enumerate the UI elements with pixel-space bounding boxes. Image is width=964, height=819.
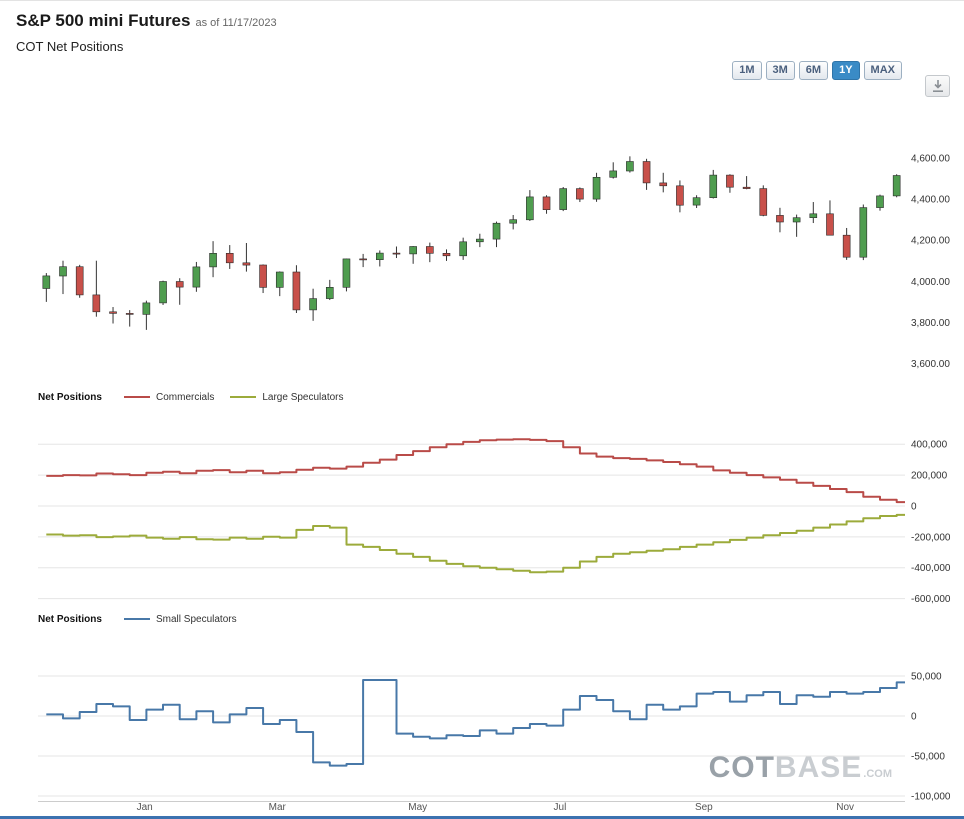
x-axis: Jan Mar May Jul Sep Nov [0, 802, 964, 816]
header: S&P 500 mini Futures as of 11/17/2023 [16, 11, 277, 31]
download-icon [932, 80, 943, 92]
price-candlestick-chart: 4,600.00 4,400.00 4,200.00 4,000.00 3,800.00… [42, 153, 950, 370]
commercials-label: Commercials [156, 391, 215, 403]
svg-text:-200,000: -200,000 [911, 532, 951, 543]
x-axis-label-may: May [408, 802, 428, 813]
svg-text:4,400.00: 4,400.00 [911, 194, 950, 205]
range-button-1y[interactable]: 1Y [832, 61, 860, 80]
range-buttons: 1M 3M 6M 1Y MAX [732, 61, 902, 80]
svg-text:3,600.00: 3,600.00 [911, 359, 950, 370]
svg-text:0: 0 [911, 712, 917, 723]
net-positions-legend-1: Net Positions Commercials Large Speculat… [38, 390, 344, 404]
as-of-date: as of 11/17/2023 [195, 17, 277, 29]
watermark-base: BASE [774, 751, 863, 784]
legend-item-large-speculators: Large Speculators [230, 391, 344, 403]
legend-title-2: Net Positions [38, 613, 102, 625]
x-axis-label-sep: Sep [694, 802, 713, 813]
watermark-com: .COM [863, 768, 892, 780]
commercials-large-speculators-chart: 400,000 200,000 0 -200,000 -400,000 -600,000 [38, 438, 951, 605]
svg-text:-50,000: -50,000 [911, 752, 945, 763]
page-title: S&P 500 mini Futures [16, 11, 191, 30]
range-button-3m[interactable]: 3M [765, 61, 795, 80]
svg-text:400,000: 400,000 [911, 440, 948, 451]
range-button-1m[interactable]: 1M [732, 61, 762, 80]
cotbase-watermark: COT BASE .COM [709, 751, 892, 785]
svg-text:-600,000: -600,000 [911, 594, 951, 605]
commercials-line-swatch [124, 396, 150, 398]
legend-title-1: Net Positions [38, 391, 102, 403]
page-subtitle: COT Net Positions [16, 39, 124, 54]
svg-text:-100,000: -100,000 [911, 792, 951, 803]
large-speculators-line-swatch [230, 396, 257, 398]
legend-item-commercials: Commercials [124, 392, 214, 403]
small-speculators-chart: 50,000 0 -50,000 -100,000 [38, 672, 951, 803]
svg-text:4,200.00: 4,200.00 [911, 236, 950, 247]
x-axis-label-mar: Mar [268, 802, 286, 813]
svg-text:50,000: 50,000 [911, 672, 942, 683]
svg-text:0: 0 [911, 501, 917, 512]
svg-text:4,000.00: 4,000.00 [911, 277, 950, 288]
x-axis-label-jul: Jul [553, 802, 567, 813]
net-positions-legend-2: Net Positions Small Speculators [38, 612, 237, 626]
svg-text:-400,000: -400,000 [911, 563, 951, 574]
legend-item-small-speculators: Small Speculators [124, 614, 237, 625]
small-speculators-line-swatch [124, 618, 150, 620]
bottom-accent-bar [0, 816, 964, 819]
svg-text:4,600.00: 4,600.00 [911, 153, 950, 164]
range-button-max[interactable]: MAX [863, 61, 902, 80]
x-axis-label-jan: Jan [136, 802, 153, 813]
large-speculators-label: Large Speculators [262, 391, 344, 403]
x-axis-label-nov: Nov [836, 802, 855, 813]
range-button-6m[interactable]: 6M [798, 61, 829, 80]
download-button[interactable] [925, 75, 950, 97]
svg-text:3,800.00: 3,800.00 [911, 318, 950, 329]
small-speculators-label: Small Speculators [156, 613, 237, 625]
watermark-cot: COT [708, 751, 775, 784]
svg-text:200,000: 200,000 [911, 471, 948, 482]
